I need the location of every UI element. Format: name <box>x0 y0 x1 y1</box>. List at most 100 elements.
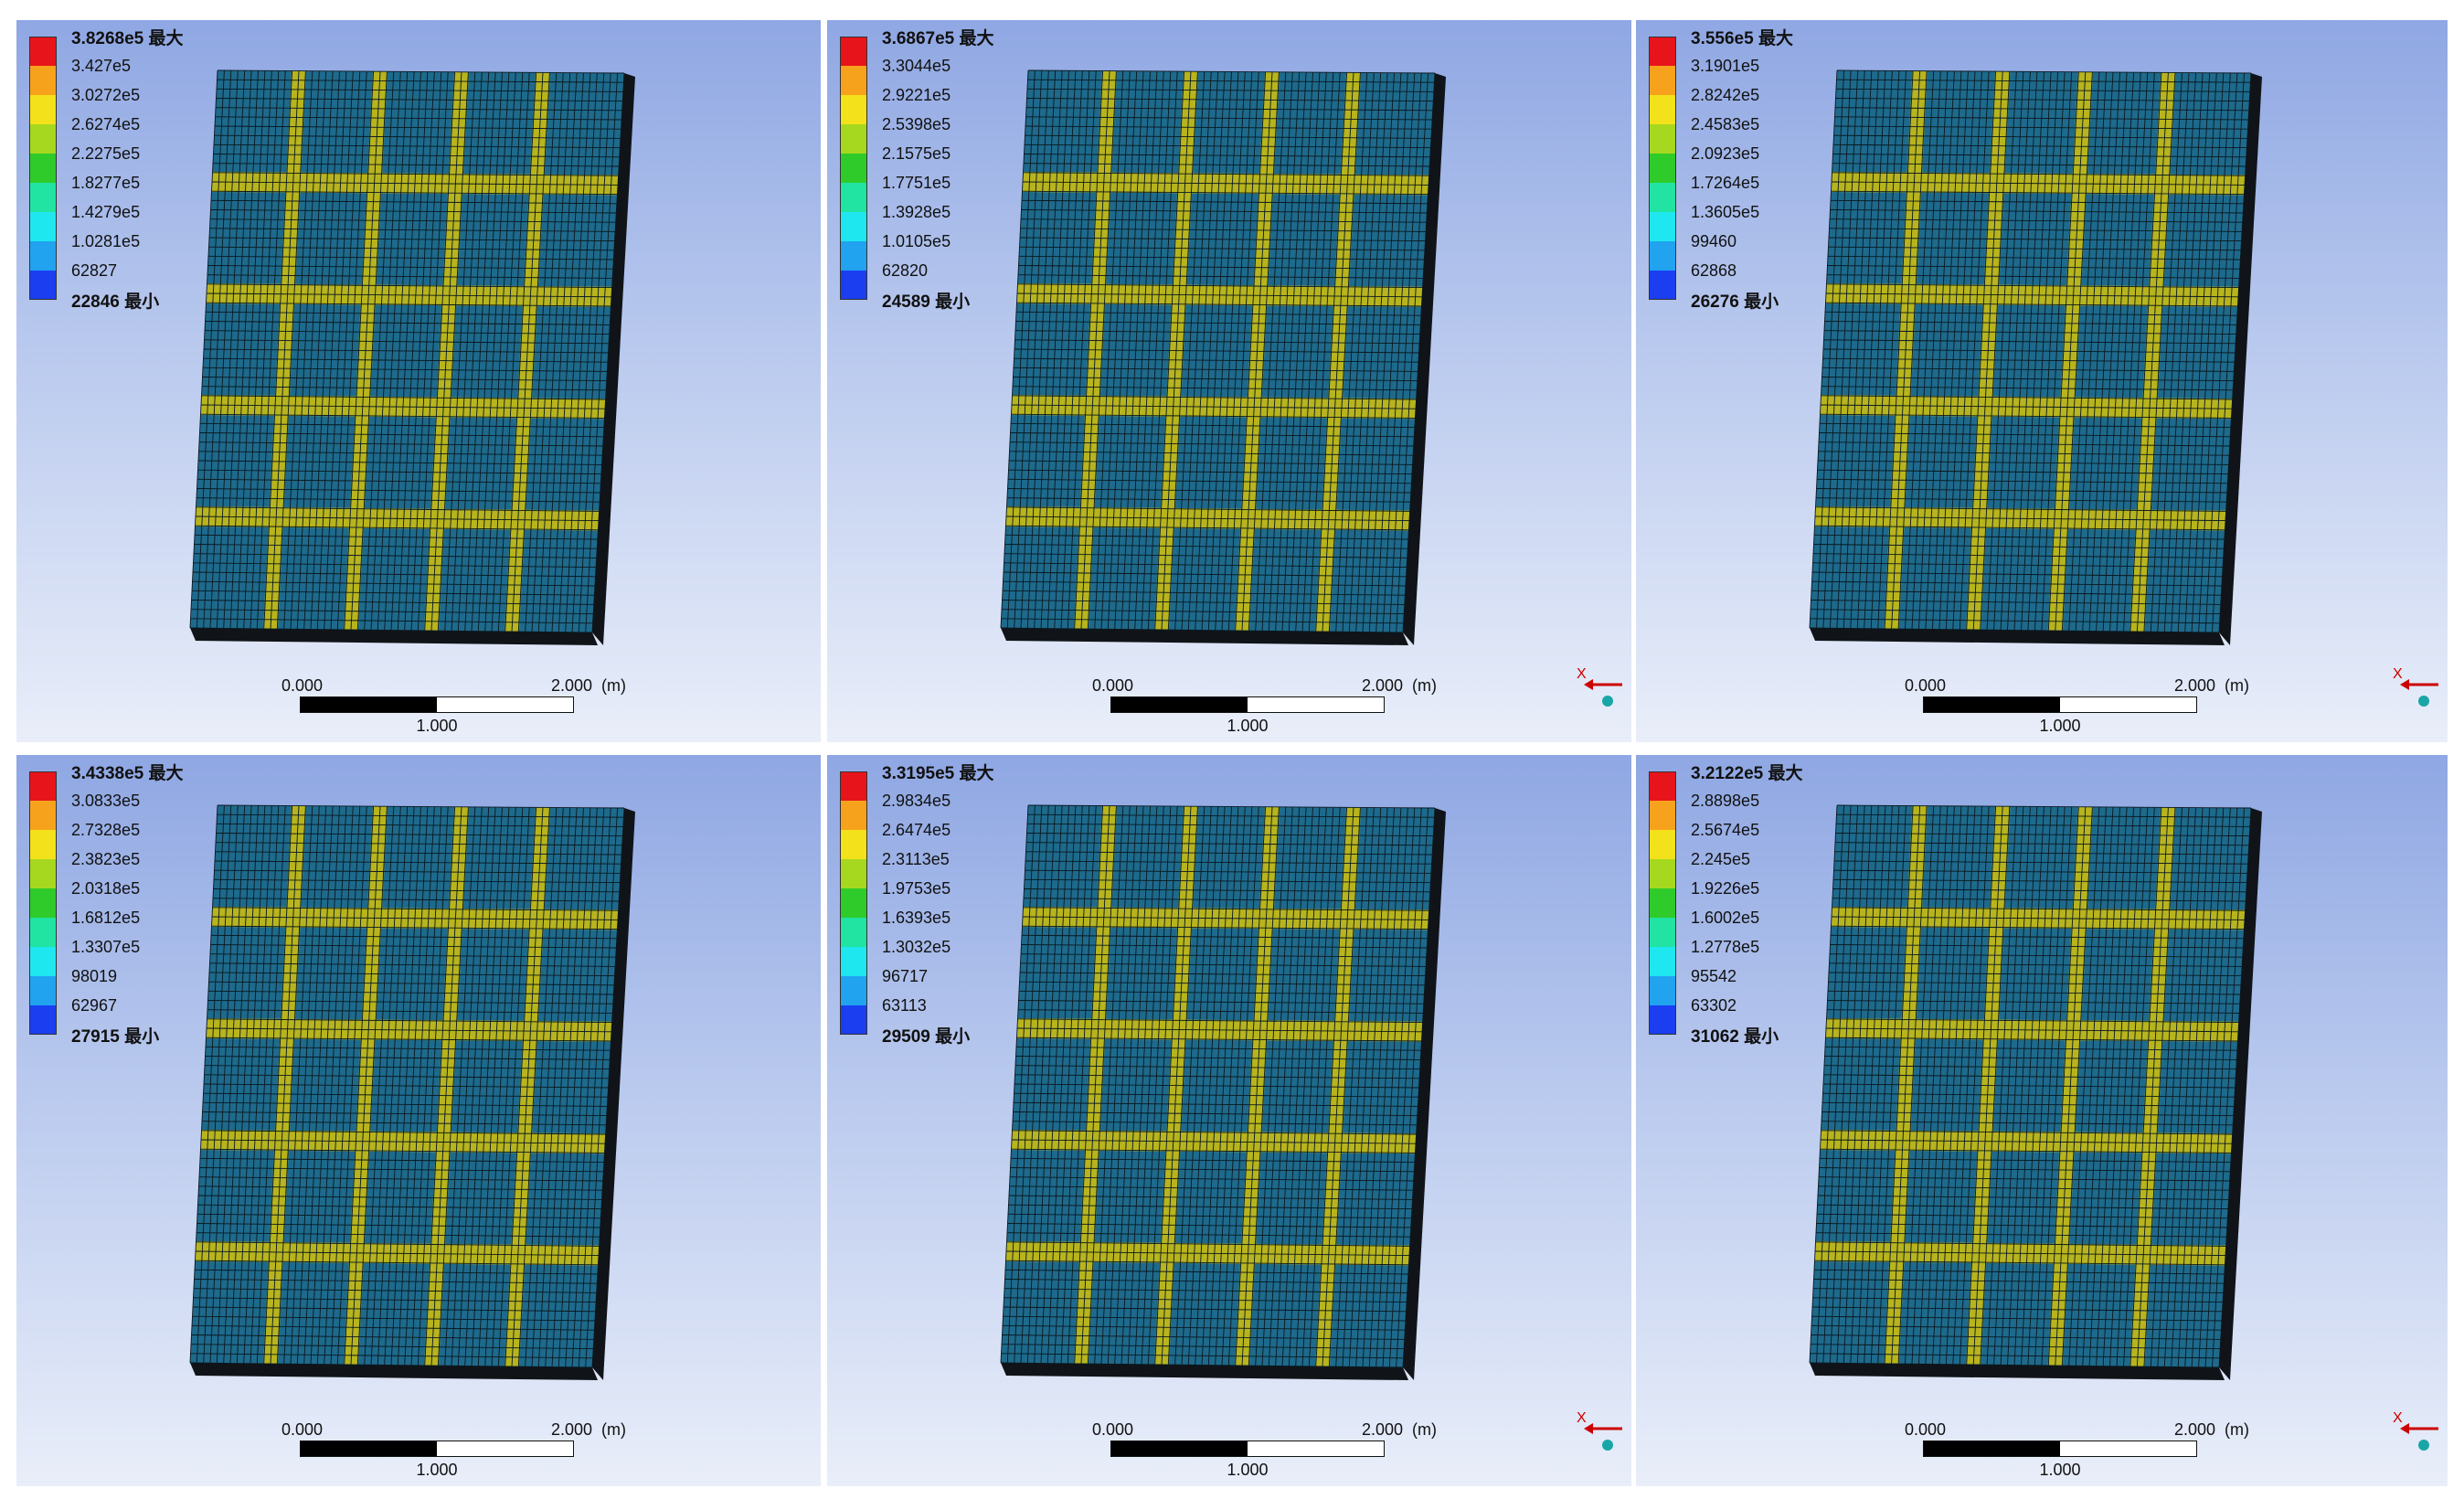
scale-unit-label: (m) <box>601 1420 626 1439</box>
legend-row: 3.556e5 最大 <box>1649 29 1793 66</box>
legend-value-label: 1.7751e5 <box>882 173 951 192</box>
legend-value-label: 3.427e5 <box>71 56 132 75</box>
legend-swatch <box>29 154 57 183</box>
legend-swatch <box>1649 918 1676 947</box>
legend-row: 2.3823e5 <box>29 850 184 888</box>
legend-swatch <box>29 212 57 241</box>
mesh-line <box>2191 72 2225 633</box>
mesh-line <box>194 544 598 549</box>
legend-row: 26276 最小 <box>1649 292 1793 329</box>
legend-row: 3.427e5 <box>29 57 184 95</box>
legend-swatch <box>29 859 57 888</box>
scale-bar: 0.000 2.000 (m) 1.000 <box>281 676 626 736</box>
mesh-line <box>191 590 595 596</box>
axis-triad: X <box>2393 664 2443 710</box>
legend-value-label: 2.0318e5 <box>71 878 141 898</box>
mesh-line <box>1810 1353 2220 1359</box>
scale-mid-label: 1.000 <box>1227 1461 1269 1479</box>
mesh-line <box>2212 807 2245 1367</box>
mesh-line <box>1382 807 1416 1367</box>
legend-row: 2.6274e5 <box>29 115 184 154</box>
mesh-line <box>2198 72 2231 633</box>
legend-value-label: 1.0281e5 <box>71 231 141 250</box>
scale-segment-white <box>437 697 573 712</box>
legend-swatch <box>1649 947 1676 976</box>
legend-value-label: 3.0833e5 <box>71 791 141 810</box>
scale-bar: 0.000 2.000 (m) 1.000 <box>1092 1420 1437 1480</box>
mesh-line <box>537 807 571 1367</box>
mesh-line <box>189 627 593 633</box>
legend-swatch <box>840 66 867 95</box>
legend-swatch <box>1649 859 1676 888</box>
plate-front-side <box>1810 1363 2225 1380</box>
mesh-line <box>1809 1362 2220 1368</box>
mesh-line <box>1388 807 1422 1367</box>
legend-value-label: 2.5674e5 <box>1691 820 1760 839</box>
mesh-line <box>194 534 598 540</box>
mesh-line <box>558 72 591 633</box>
legend-value-label: 1.4279e5 <box>71 202 141 221</box>
legend-value-label: 2.0923e5 <box>1691 144 1760 163</box>
legend-row: 95542 <box>1649 967 1803 1005</box>
mesh-line <box>1004 1297 1407 1303</box>
mesh-line <box>2212 72 2245 633</box>
mesh-line <box>1811 590 2222 596</box>
legend-row: 1.7264e5 <box>1649 174 1793 212</box>
legend-row: 1.2778e5 <box>1649 938 1803 976</box>
legend-swatch <box>29 918 57 947</box>
mesh-line <box>192 580 595 587</box>
mesh-line <box>1402 72 1436 633</box>
legend-row: 1.3928e5 <box>840 203 994 241</box>
legend-value-label: 2.6274e5 <box>71 114 141 133</box>
mesh-line <box>1811 600 2221 605</box>
legend-row: 99460 <box>1649 232 1793 271</box>
mesh-line <box>551 72 584 633</box>
x-axis-arrowhead <box>1584 1423 1593 1434</box>
scale-unit-label: (m) <box>1412 676 1437 695</box>
mesh-line <box>1811 1324 2222 1331</box>
legend-swatch <box>1649 1005 1676 1035</box>
mesh-line <box>193 553 597 558</box>
mesh-line <box>192 1306 596 1313</box>
mesh-line <box>1809 627 2220 633</box>
legend-row: 1.0105e5 <box>840 232 994 271</box>
scale-bar-top-labels: 0.000 2.000 (m) <box>1092 1420 1437 1441</box>
mesh-line <box>1342 72 1375 633</box>
legend-row: 3.3195e5 最大 <box>840 764 994 801</box>
legend-swatch <box>840 859 867 888</box>
mesh-line <box>192 571 596 578</box>
legend-row: 2.2275e5 <box>29 144 184 183</box>
legend-row: 1.6812e5 <box>29 909 184 947</box>
mesh-line <box>1001 618 1404 624</box>
legend-value-label: 1.0105e5 <box>882 231 951 250</box>
mesh-line <box>1355 72 1388 633</box>
legend-swatch <box>840 271 867 300</box>
legend-row: 2.8898e5 <box>1649 792 1803 830</box>
legend-value-label: 1.3605e5 <box>1691 202 1760 221</box>
scale-segment-black <box>1924 697 2060 712</box>
scale-start-label: 0.000 <box>1905 676 1947 695</box>
scale-segment-black <box>1111 697 1248 712</box>
legend-swatch <box>29 801 57 830</box>
legend-swatch <box>840 154 867 183</box>
legend-min-label: 24589 最小 <box>882 292 971 312</box>
mesh-line <box>1002 1334 1405 1340</box>
mesh-line <box>193 1288 597 1293</box>
scale-start-label: 0.000 <box>1092 1420 1134 1439</box>
legend-value-label: 1.3032e5 <box>882 937 951 956</box>
mesh-line <box>1382 72 1416 633</box>
legend-row: 1.9226e5 <box>1649 879 1803 918</box>
legend-row: 2.5398e5 <box>840 115 994 154</box>
legend-swatch <box>1649 95 1676 124</box>
legend-swatch <box>840 1005 867 1035</box>
mesh-line <box>189 1362 593 1368</box>
legend-swatch <box>1649 66 1676 95</box>
mesh-line <box>2157 807 2190 1367</box>
legend-value-label: 63113 <box>882 995 927 1015</box>
mesh-line <box>190 1353 593 1359</box>
legend-row: 3.8268e5 最大 <box>29 29 184 66</box>
mesh-line <box>585 72 619 633</box>
legend-swatch <box>840 771 867 801</box>
mesh-plate <box>189 804 635 1380</box>
plate-right-side <box>2219 73 2262 645</box>
